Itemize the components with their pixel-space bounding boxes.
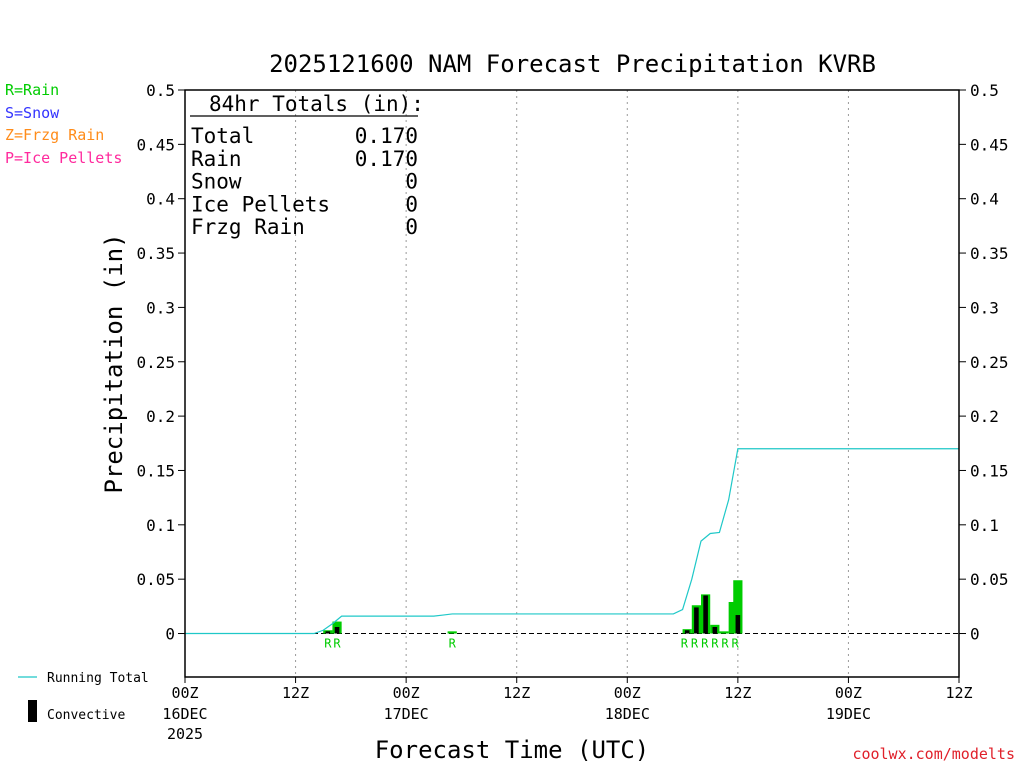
totals-label: Rain <box>191 147 242 171</box>
running-total-line <box>185 448 959 635</box>
y-tick-label-left: 0.15 <box>136 461 175 480</box>
totals-label: Total <box>191 124 254 148</box>
precip-type-label: R <box>333 637 341 651</box>
totals-value: 0.170 <box>355 124 418 148</box>
x-tick-label: 12Z <box>945 684 972 702</box>
precip-type-label: R <box>731 637 739 651</box>
rain-bar <box>719 631 729 634</box>
y-tick-label-right: 0.15 <box>970 461 1009 480</box>
x-tick-date: 17DEC <box>384 705 429 723</box>
convective-bar <box>735 615 741 634</box>
y-tick-label-left: 0.3 <box>146 298 175 317</box>
y-tick-label-left: 0.4 <box>146 190 175 209</box>
y-tick-label-right: 0.5 <box>970 81 999 100</box>
precip-type-label: R <box>449 637 457 651</box>
convective-bar <box>703 595 708 634</box>
watermark: coolwx.com/modelts <box>852 745 1015 763</box>
totals-value: 0 <box>405 192 418 216</box>
x-axis-title: Forecast Time (UTC) <box>375 736 650 764</box>
convective-bar <box>712 626 718 634</box>
totals-value: 0 <box>405 170 418 194</box>
precip-type-label: R <box>324 637 332 651</box>
x-tick-label: 12Z <box>724 684 751 702</box>
convective-bar <box>325 631 331 634</box>
precip-type-label: R <box>701 637 709 651</box>
x-tick-label: 12Z <box>503 684 530 702</box>
x-tick-date: 19DEC <box>826 705 871 723</box>
convective-bar <box>334 626 340 634</box>
axes <box>178 89 966 683</box>
gridlines <box>185 90 959 677</box>
precip-type-label: R <box>691 637 699 651</box>
axis-labels: 0 00.05 0.050.1 0.10.15 0.150.2 0.20.25 0.250.… <box>100 81 1009 764</box>
totals-label: Snow <box>191 170 242 194</box>
series-legend: Running Total Convective <box>18 671 149 723</box>
plot-frame <box>184 89 960 678</box>
y-tick-label-right: 0.35 <box>970 244 1009 263</box>
x-tick-date: 18DEC <box>605 705 650 723</box>
precip-type-label: R <box>721 637 729 651</box>
y-tick-label-left: 0.2 <box>146 407 175 426</box>
y-tick-label-left: 0.45 <box>136 135 175 154</box>
y-tick-label-left: 0.5 <box>146 81 175 100</box>
y-tick-label-left: 0.05 <box>136 570 175 589</box>
precip-type-legend: R=Rain S=Snow Z=Frzg Rain P=Ice Pellets <box>5 81 122 171</box>
x-tick-label: 00Z <box>171 684 198 702</box>
precip-type-label: R <box>681 637 689 651</box>
y-tick-label-left: 0.35 <box>136 244 175 263</box>
y-tick-label-right: 0.3 <box>970 298 999 317</box>
series-lines <box>185 448 959 635</box>
y-tick-label-left: 0 <box>165 625 175 644</box>
convective-swatch <box>28 700 37 722</box>
y-tick-label-left: 0.25 <box>136 353 175 372</box>
y-tick-label-right: 0 <box>970 625 980 644</box>
legend-freezing-rain: Z=Frzg Rain <box>5 126 105 144</box>
totals-label: Frzg Rain <box>191 215 305 239</box>
y-tick-label-left: 0.1 <box>146 516 175 535</box>
y-tick-label-right: 0.4 <box>970 190 999 209</box>
y-tick-label-right: 0.45 <box>970 135 1009 154</box>
x-tick-label: 00Z <box>614 684 641 702</box>
rain-bar <box>447 631 457 634</box>
legend-ice-pellets: P=Ice Pellets <box>5 148 123 167</box>
y-tick-label-right: 0.1 <box>970 516 999 535</box>
legend-snow: S=Snow <box>5 103 60 122</box>
convective-bar <box>684 630 690 634</box>
y-tick-label-right: 0.05 <box>970 570 1009 589</box>
totals-value: 0 <box>405 215 418 239</box>
totals-label: Ice Pellets <box>191 192 330 216</box>
x-tick-year: 2025 <box>167 725 203 743</box>
totals-header: 84hr Totals (in): <box>209 92 424 116</box>
y-tick-label-right: 0.25 <box>970 353 1009 372</box>
precip-type-label: R <box>711 637 719 651</box>
chart-title: 2025121600 NAM Forecast Precipitation KV… <box>269 50 876 78</box>
y-axis-title: Precipitation (in) <box>100 233 128 493</box>
x-tick-label: 00Z <box>835 684 862 702</box>
rain-bar <box>733 580 743 634</box>
convective-bar <box>694 607 699 634</box>
legend-rain: R=Rain <box>5 81 60 99</box>
x-tick-label: 00Z <box>393 684 420 702</box>
running-total-legend-label: Running Total <box>47 671 149 686</box>
totals-value: 0.170 <box>355 147 418 171</box>
convective-legend-label: Convective <box>47 708 125 723</box>
totals-box: 84hr Totals (in): Total 0.170 Rain 0.170 Snow… <box>190 92 424 239</box>
x-tick-date: 16DEC <box>162 705 207 723</box>
x-tick-label: 12Z <box>282 684 309 702</box>
y-tick-label-right: 0.2 <box>970 407 999 426</box>
